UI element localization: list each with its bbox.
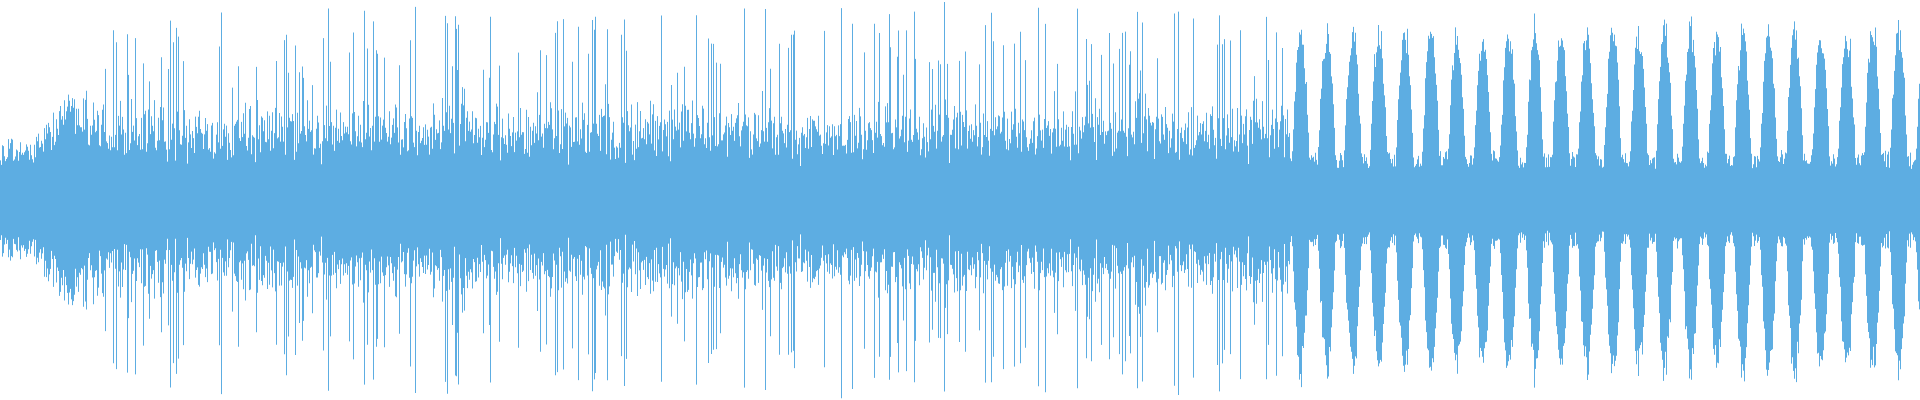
waveform-segment-intro	[0, 90, 88, 310]
waveform-segment-tonal-bursts	[1290, 13, 1920, 388]
waveform-segment-speech	[88, 2, 1290, 399]
